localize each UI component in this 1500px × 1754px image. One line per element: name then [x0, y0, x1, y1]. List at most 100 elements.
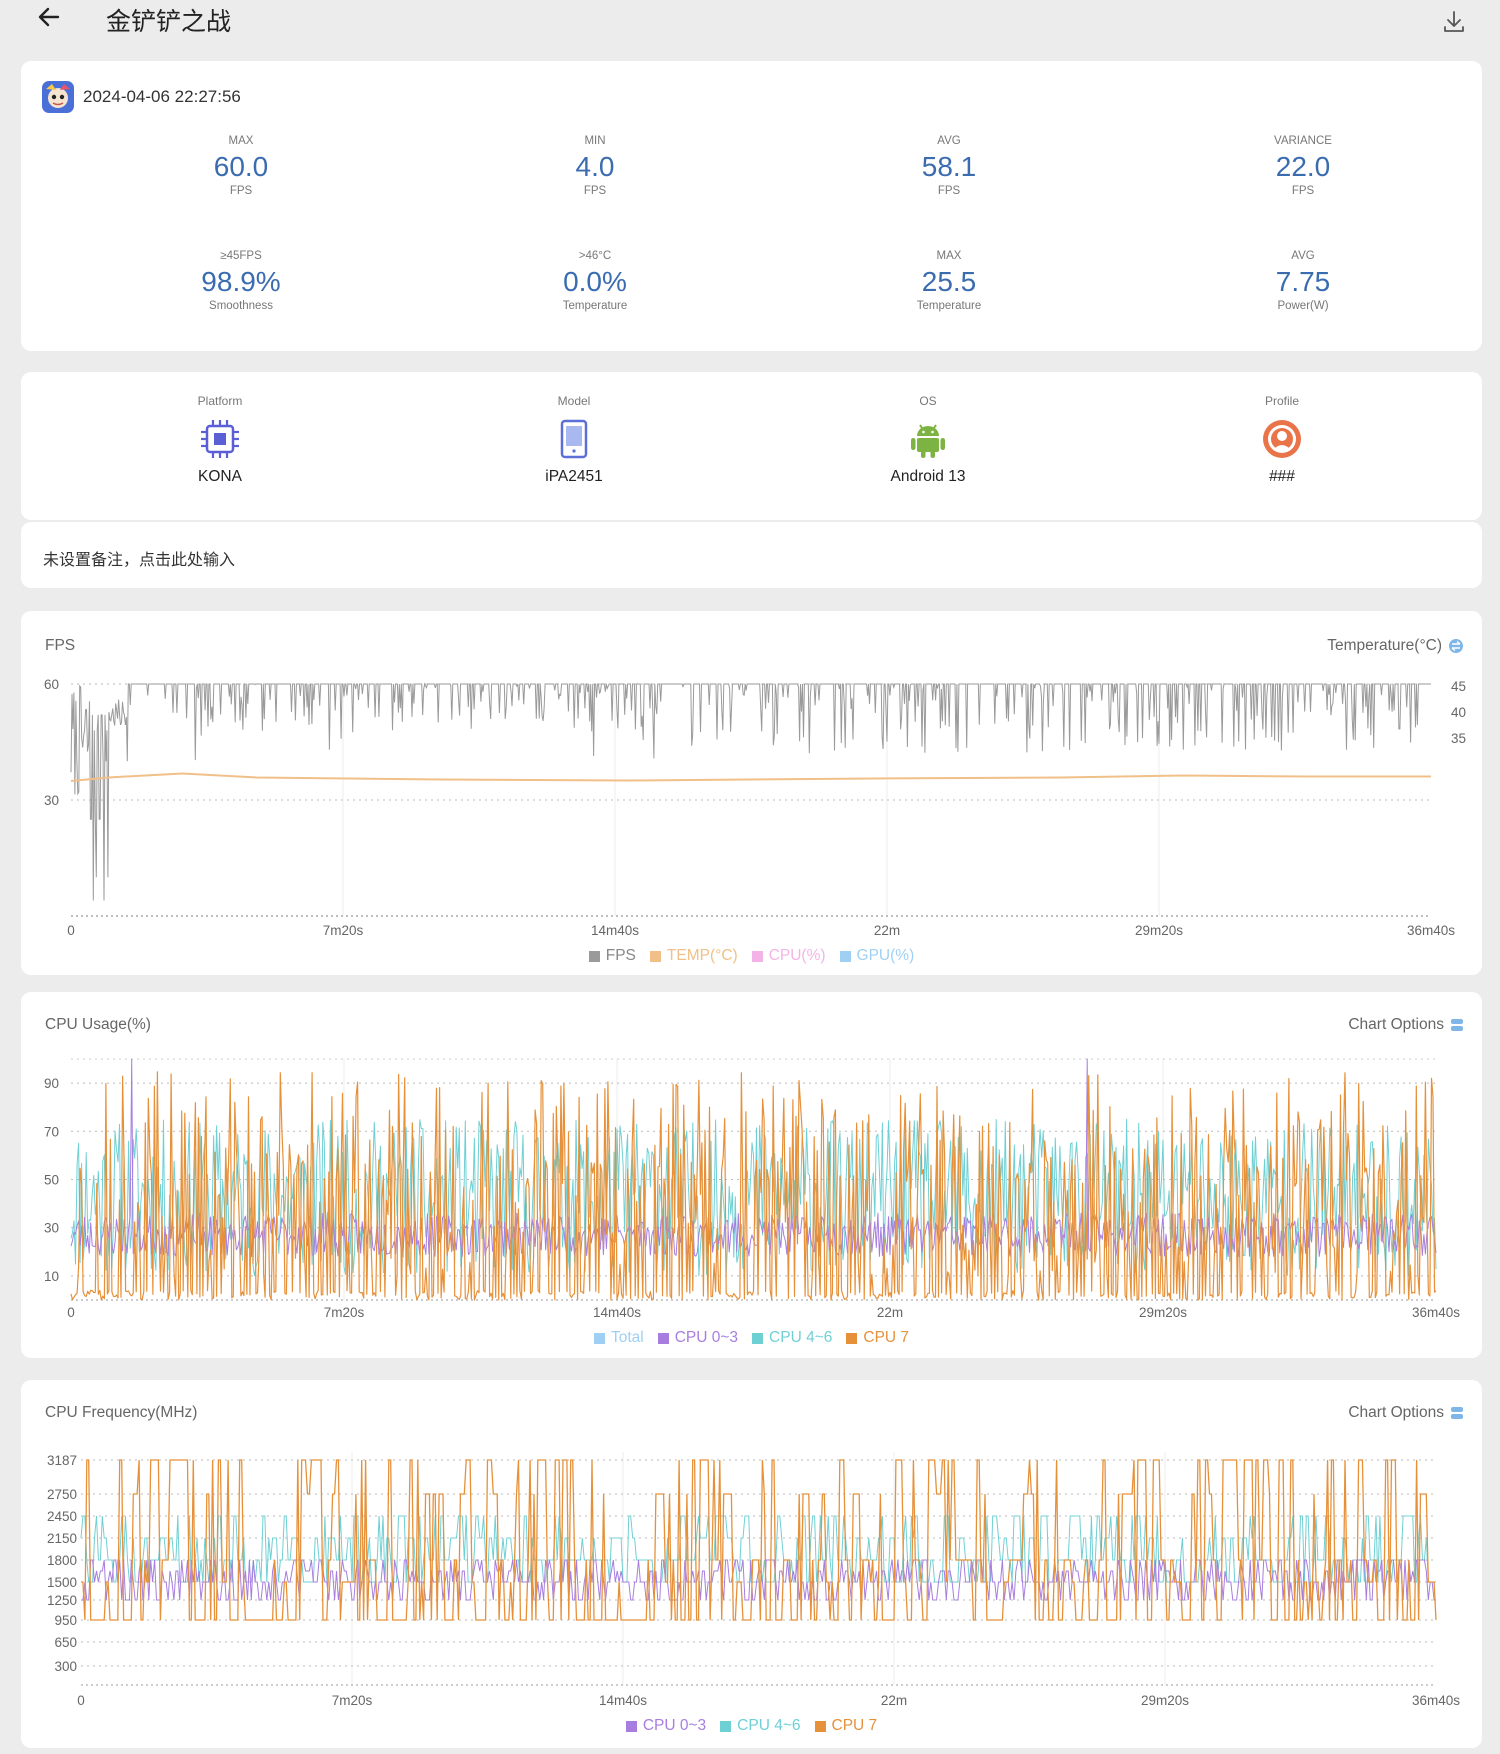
- device-platform: Platform KONA: [110, 394, 330, 486]
- stat-unit: Smoothness: [209, 300, 273, 312]
- legend-item[interactable]: CPU(%): [751, 947, 826, 965]
- fps-chart: 0 7m20s 14m40s 22m 29m20s 36m40s 30 60 45 40 35: [44, 677, 1466, 938]
- legend-swatch: [839, 950, 851, 962]
- x-tick-label: 29m20s: [1141, 1693, 1189, 1708]
- x-tick-label: 36m40s: [1407, 923, 1455, 938]
- legend-item[interactable]: CPU 7: [814, 1717, 878, 1735]
- stat-unit: Power(W): [1277, 300, 1329, 312]
- y-tick-label: 2450: [47, 1509, 77, 1524]
- device-model-label: Model: [557, 394, 591, 408]
- stat-6: MAX 25.5 Temperature: [849, 250, 1049, 312]
- y-tick-label: 1500: [47, 1575, 77, 1590]
- device-os-label: OS: [919, 394, 937, 408]
- stat-label: >46°C: [578, 250, 612, 262]
- y2-tick-label: 45: [1451, 679, 1466, 694]
- device-model: Model iPA2451: [464, 394, 684, 486]
- device-os: OS Android 13: [818, 394, 1038, 486]
- stat-3: VARIANCE 22.0 FPS: [1203, 135, 1403, 197]
- note-card[interactable]: 未设置备注，点击此处输入: [21, 522, 1482, 588]
- legend-swatch: [751, 950, 763, 962]
- cpu-frequency-chart-card: CPU Frequency(MHz) Chart Options 0 7m20s 1…: [21, 1380, 1482, 1748]
- legend-item[interactable]: CPU 0~3: [657, 1329, 738, 1347]
- x-tick-label: 0: [67, 1305, 75, 1320]
- legend-label: FPS: [605, 947, 636, 964]
- x-tick-label: 0: [77, 1693, 85, 1708]
- stat-value: 60.0: [213, 151, 269, 182]
- stat-label: AVG: [937, 135, 961, 147]
- stat-label: ≥45FPS: [220, 250, 262, 262]
- stat-label: AVG: [1291, 250, 1315, 262]
- y-tick-label: 300: [54, 1659, 77, 1674]
- stat-2: AVG 58.1 FPS: [849, 135, 1049, 197]
- legend-label: CPU 4~6: [769, 1329, 833, 1346]
- x-tick-label: 0: [67, 923, 75, 938]
- y2-tick-label: 40: [1451, 705, 1466, 720]
- chip-icon: [197, 416, 243, 462]
- x-tick-label: 7m20s: [324, 1305, 365, 1320]
- stat-value: 98.9%: [201, 266, 281, 297]
- y-tick-label: 50: [44, 1173, 59, 1188]
- download-button[interactable]: [1440, 8, 1468, 36]
- stat-1: MIN 4.0 FPS: [495, 135, 695, 197]
- cpu-frequency-legend: CPU 0~3 CPU 4~6 CPU 7: [21, 1717, 1482, 1735]
- legend-item[interactable]: CPU 7: [846, 1329, 909, 1347]
- legend-item[interactable]: CPU 4~6: [720, 1717, 801, 1735]
- swap-icon: [1449, 639, 1463, 653]
- legend-swatch: [846, 1332, 858, 1344]
- x-tick-label: 29m20s: [1135, 923, 1183, 938]
- device-model-value: iPA2451: [545, 468, 603, 485]
- temperature-series-line: [70, 772, 1431, 782]
- cpu-frequency-chart-options[interactable]: Chart Options: [1348, 1404, 1464, 1422]
- legend-swatch: [720, 1720, 732, 1732]
- android-icon: [905, 416, 951, 462]
- temperature-axis-toggle[interactable]: Temperature(°C): [1327, 637, 1464, 655]
- cpu-usage-chart-card: CPU Usage(%) Chart Options 0 7m20s 14m40s 2…: [21, 992, 1482, 1358]
- legend-item[interactable]: CPU 4~6: [752, 1329, 832, 1347]
- cpu-usage-chart-options-label: Chart Options: [1348, 1016, 1444, 1033]
- device-platform-label: Platform: [197, 394, 243, 408]
- y-tick-label: 3187: [47, 1453, 77, 1468]
- arrow-left-icon: [38, 7, 60, 27]
- stat-value: 25.5: [921, 266, 977, 297]
- cpu-7-series-line: [81, 1459, 1437, 1621]
- stat-label: MAX: [936, 250, 962, 262]
- layers-icon: [1451, 1019, 1463, 1031]
- legend-label: CPU 7: [831, 1717, 878, 1734]
- y-tick-label: 90: [44, 1076, 59, 1091]
- legend-item[interactable]: TEMP(°C): [649, 947, 738, 965]
- legend-swatch: [814, 1720, 826, 1732]
- summary-card: 2024-04-06 22:27:56 MAX 60.0 FPS MIN 4.0 FPS A…: [21, 61, 1482, 351]
- x-tick-label: 14m40s: [599, 1693, 647, 1708]
- stat-unit: FPS: [229, 185, 253, 197]
- y-tick-label: 30: [44, 1221, 59, 1236]
- note-input[interactable]: 未设置备注，点击此处输入: [43, 550, 236, 569]
- legend-label: CPU 7: [863, 1329, 910, 1346]
- x-tick-label: 7m20s: [332, 1693, 373, 1708]
- legend-swatch: [625, 1720, 637, 1732]
- legend-item[interactable]: GPU(%): [839, 947, 914, 965]
- y-tick-label: 70: [44, 1124, 59, 1139]
- cpu-usage-chart-options[interactable]: Chart Options: [1348, 1016, 1464, 1034]
- cpu-frequency-chart-title: CPU Frequency(MHz): [45, 1404, 198, 1421]
- legend-swatch: [593, 1332, 605, 1344]
- x-tick-label: 29m20s: [1139, 1305, 1187, 1320]
- legend-item[interactable]: CPU 0~3: [625, 1717, 706, 1735]
- phone-icon: [551, 416, 597, 462]
- cpu-usage-legend: Total CPU 0~3 CPU 4~6 CPU 7: [21, 1329, 1482, 1347]
- cpu-frequency-chart-options-label: Chart Options: [1348, 1404, 1444, 1421]
- y-tick-label: 1250: [47, 1593, 77, 1608]
- y-tick-label: 950: [54, 1613, 77, 1628]
- back-button[interactable]: [34, 2, 64, 32]
- cpu-usage-chart-title: CPU Usage(%): [45, 1016, 151, 1033]
- legend-item[interactable]: Total: [593, 1329, 644, 1347]
- legend-label: TEMP(°C): [666, 947, 738, 964]
- legend-swatch: [588, 950, 600, 962]
- legend-label: Total: [610, 1329, 644, 1346]
- stat-0: MAX 60.0 FPS: [141, 135, 341, 197]
- layers-icon: [1451, 1407, 1463, 1419]
- device-os-value: Android 13: [890, 468, 966, 485]
- y-tick-label: 10: [44, 1269, 59, 1284]
- y-tick-label: 2750: [47, 1487, 77, 1502]
- legend-item[interactable]: FPS: [588, 947, 636, 965]
- y2-tick-label: 35: [1451, 731, 1466, 746]
